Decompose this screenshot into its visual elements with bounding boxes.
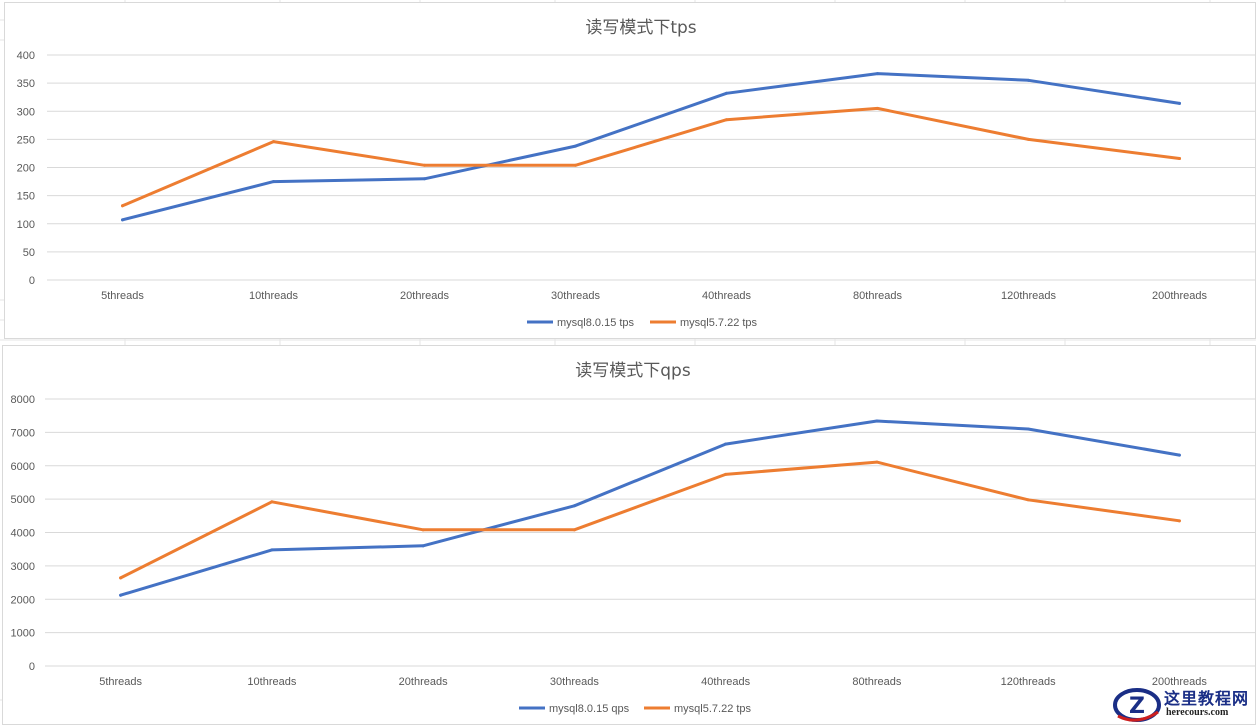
chart2-x-tick-label: 10threads [247, 676, 296, 688]
chart2-series2-point [875, 460, 879, 464]
chart2-y-tick-label: 5000 [11, 494, 35, 506]
chart2-series2-point [119, 576, 123, 580]
chart1-series2-point [876, 106, 879, 110]
chart2-series-line-1 [119, 419, 1181, 597]
chart1-x-tick-label: 20threads [400, 290, 449, 302]
chart1-y-tick-label: 0 [29, 275, 35, 287]
chart2-y-tick-label: 8000 [11, 394, 35, 406]
chart1-series2-point [121, 204, 124, 208]
chart2-series1-point [1177, 453, 1181, 457]
site-watermark: Z 这里教程网 herecours.com [1108, 684, 1256, 725]
chart2-series2-point [724, 472, 728, 476]
chart1-series2-point [1178, 157, 1181, 160]
tps-chart-panel[interactable]: 读写模式下tps 0 50 100 150 200 250 300 350 400 5threads… [4, 2, 1256, 339]
chart1-x-tick-label: 80threads [853, 290, 902, 302]
qps-line-chart: 读写模式下qps 0 1000 2000 3000 4000 5000 6000 7000 800… [11, 361, 1255, 715]
chart2-series2-point [421, 528, 425, 532]
svg-text:Z: Z [1129, 694, 1145, 719]
chart2-series2-point [572, 528, 576, 532]
chart2-y-tick-label: 2000 [11, 594, 35, 606]
chart2-x-tick-label: 20threads [399, 676, 448, 688]
chart1-x-tick-label: 30threads [551, 290, 600, 302]
chart2-legend-label-1: mysql8.0.15 qps [549, 703, 630, 715]
chart2-x-tick-label: 200threads [1152, 676, 1208, 688]
chart2-series1-point [875, 419, 879, 423]
chart2-x-tick-label: 80threads [852, 676, 901, 688]
chart2-y-tick-label: 6000 [11, 461, 35, 473]
chart2-series1-point [421, 544, 425, 548]
qps-chart-panel[interactable]: 读写模式下qps 0 1000 2000 3000 4000 5000 6000 7000 800… [2, 345, 1256, 725]
chart1-series1-point [574, 144, 577, 148]
chart1-series2-point [423, 163, 426, 167]
chart2-series1-point [572, 504, 576, 508]
chart2-series-line-2 [119, 460, 1181, 580]
chart1-y-tick-label: 50 [23, 247, 35, 259]
chart1-series1-point [1027, 78, 1030, 82]
chart1-series2-point [574, 163, 577, 167]
chart1-x-tick-label: 200threads [1152, 290, 1208, 302]
chart1-y-tick-label: 300 [17, 106, 35, 118]
chart1-series1-point [1178, 101, 1181, 105]
chart2-series1-point [1026, 427, 1030, 431]
chart2-series1-point [724, 442, 728, 446]
chart1-y-tick-label: 250 [17, 134, 35, 146]
chart2-title: 读写模式下qps [575, 361, 691, 381]
chart2-y-tick-label: 3000 [11, 561, 35, 573]
chart1-series1-point [272, 180, 275, 184]
chart1-x-tick-label: 5threads [101, 290, 144, 302]
chart1-series1-point [876, 72, 879, 76]
chart2-y-tick-label: 0 [29, 661, 35, 673]
chart2-y-tick-label: 7000 [11, 427, 35, 439]
chart2-y-tick-label: 1000 [11, 628, 35, 640]
watermark-logo-icon: Z [1113, 688, 1161, 722]
chart1-series-line-2 [121, 106, 1181, 208]
chart1-series2-point [272, 140, 275, 144]
watermark-url: herecours.com [1166, 707, 1229, 718]
chart2-x-tick-label: 120threads [1001, 676, 1057, 688]
chart1-x-tick-label: 120threads [1001, 290, 1057, 302]
chart1-series1-point [725, 91, 728, 95]
chart2-x-tick-label: 40threads [701, 676, 750, 688]
watermark-title: 这里教程网 [1164, 689, 1250, 708]
chart2-series2-point [1177, 519, 1181, 523]
chart1-y-tick-label: 100 [17, 219, 35, 231]
chart1-series-line-1 [121, 72, 1181, 222]
chart1-series2-point [725, 118, 728, 122]
tps-line-chart: 读写模式下tps 0 50 100 150 200 250 300 350 400 5threads… [17, 18, 1255, 329]
chart1-title: 读写模式下tps [585, 18, 696, 38]
chart1-y-tick-label: 200 [17, 163, 35, 175]
chart1-y-tick-label: 150 [17, 191, 35, 203]
chart1-x-tick-label: 40threads [702, 290, 751, 302]
chart1-legend-label-2: mysql5.7.22 tps [680, 317, 758, 329]
chart2-series1-point [270, 548, 274, 552]
chart1-series1-point [423, 177, 426, 181]
chart2-y-tick-label: 4000 [11, 528, 35, 540]
chart1-x-tick-label: 10threads [249, 290, 298, 302]
chart1-series1-point [121, 218, 124, 222]
chart2-legend-label-2: mysql5.7.22 tps [674, 703, 752, 715]
chart2-series2-point [1026, 498, 1030, 502]
chart2-x-tick-label: 5threads [99, 676, 142, 688]
chart2-series2-point [270, 500, 274, 504]
chart1-legend-label-1: mysql8.0.15 tps [557, 317, 635, 329]
chart1-y-tick-label: 400 [17, 50, 35, 62]
chart1-y-tick-label: 350 [17, 78, 35, 90]
chart1-series2-point [1027, 137, 1030, 141]
chart2-x-tick-label: 30threads [550, 676, 599, 688]
chart2-series1-point [119, 593, 123, 597]
